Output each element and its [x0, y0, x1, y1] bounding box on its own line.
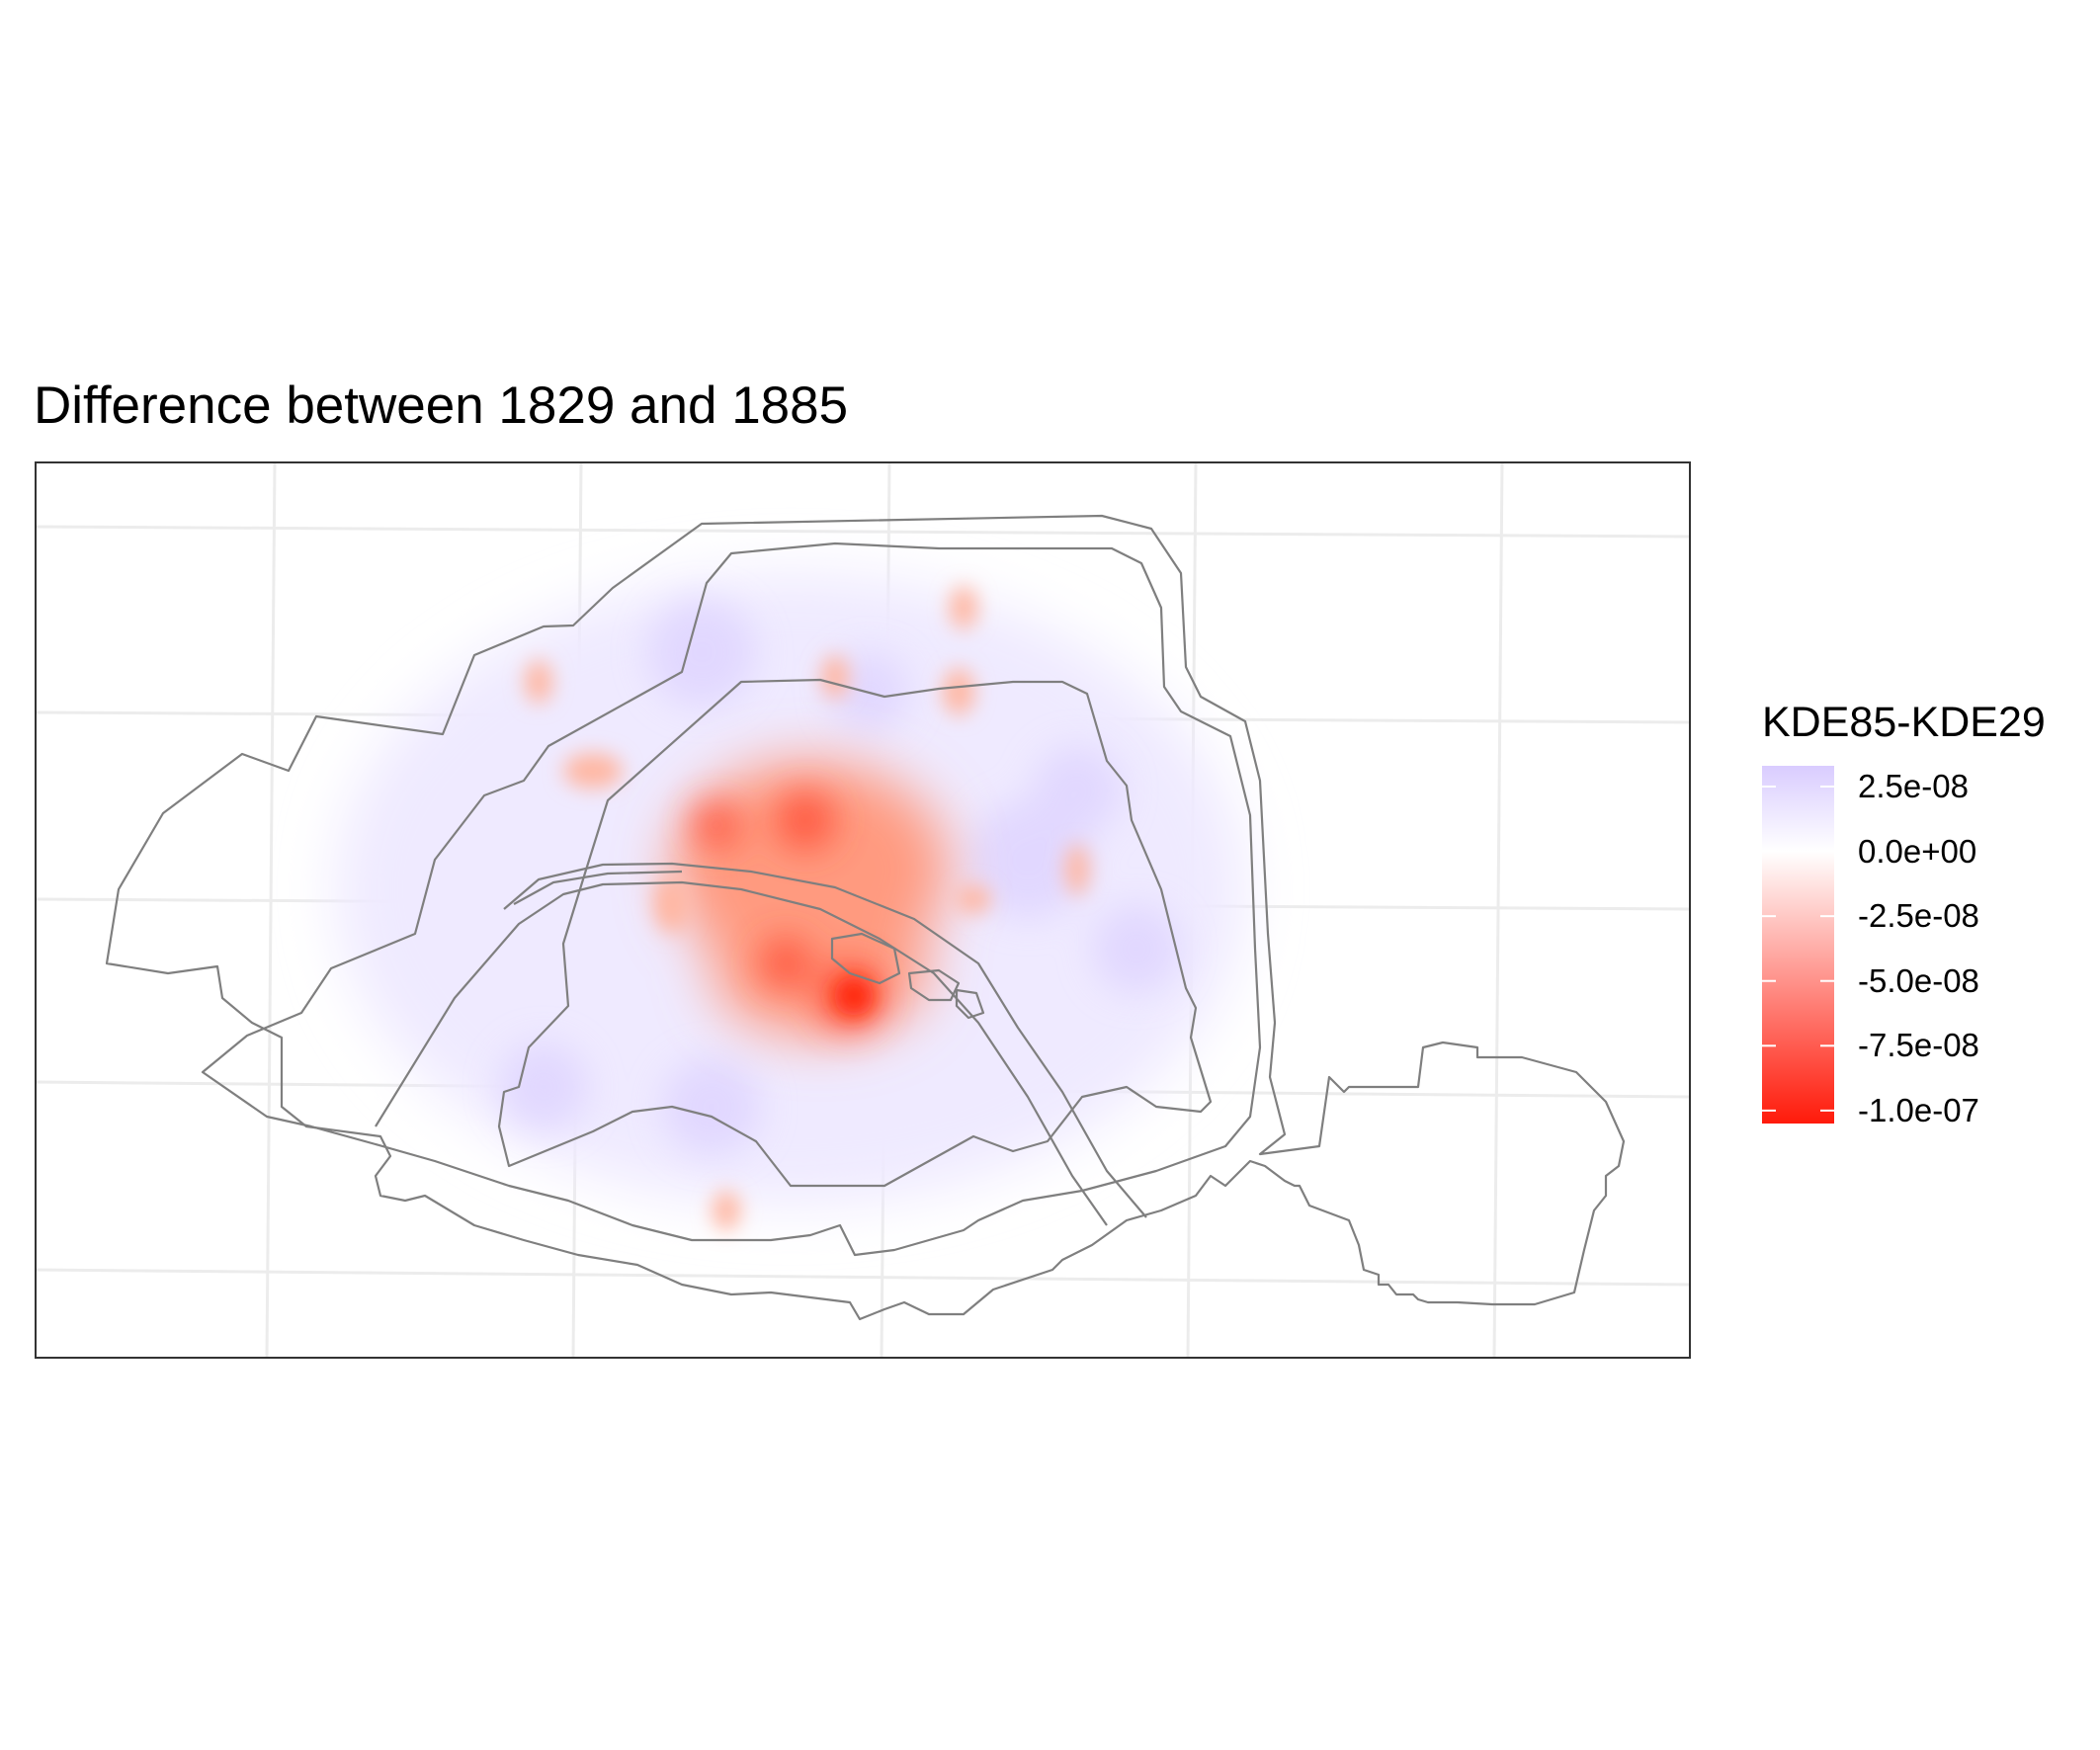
legend-colorbar: [1762, 766, 1834, 1124]
density-field-positive: [647, 598, 756, 707]
river-north-bank-inner: [513, 870, 683, 905]
river-south-bank: [375, 880, 1108, 1226]
density-field-negative: [713, 1191, 740, 1230]
density-field-negative: [563, 753, 623, 789]
density-field-positive: [1033, 746, 1122, 835]
outer-boundary: [105, 514, 1626, 1321]
density-field-positive: [499, 1042, 588, 1131]
density-field-negative: [956, 885, 991, 913]
legend-label: 0.0e+00: [1858, 832, 1977, 870]
river-north-bank: [503, 862, 1147, 1218]
inner-ring-inner-edge: [497, 678, 1213, 1188]
legend-title: KDE85-KDE29: [1762, 699, 2046, 746]
legend-label: -5.0e-08: [1858, 961, 1979, 999]
density-field: [336, 573, 1245, 1230]
island: [955, 988, 985, 1020]
map-panel: [35, 461, 1691, 1359]
island: [907, 968, 961, 1002]
density-field-negative: [950, 586, 977, 629]
legend-label: -1.0e-07: [1858, 1091, 1979, 1128]
legend-ticks: [1762, 785, 1834, 1112]
legend-colorbar-fill: [1762, 766, 1834, 1124]
legend-label: 2.5e-08: [1858, 767, 1969, 804]
inner-ring-outer-edge: [201, 542, 1262, 1257]
density-field-positive: [662, 1057, 761, 1156]
density-field-negative: [943, 668, 974, 715]
density-field-negative: [776, 791, 835, 850]
panel-border: [35, 461, 1691, 1359]
island: [830, 932, 901, 985]
density-field-negative: [712, 899, 929, 1038]
legend-label: -2.5e-08: [1858, 897, 1979, 935]
density-field-negative: [525, 660, 552, 704]
boundary-lines: [105, 514, 1626, 1321]
density-field-negative: [834, 976, 874, 1016]
density-field-positive: [1092, 904, 1181, 993]
density-field-negative: [821, 655, 849, 699]
density-field-negative: [760, 938, 811, 989]
density-field-negative: [1065, 844, 1089, 895]
density-field-negative: [693, 801, 740, 849]
density-field-negative: [654, 876, 690, 932]
legend-label: -7.5e-08: [1858, 1027, 1979, 1064]
map-title: Difference between 1829 and 1885: [34, 376, 849, 435]
